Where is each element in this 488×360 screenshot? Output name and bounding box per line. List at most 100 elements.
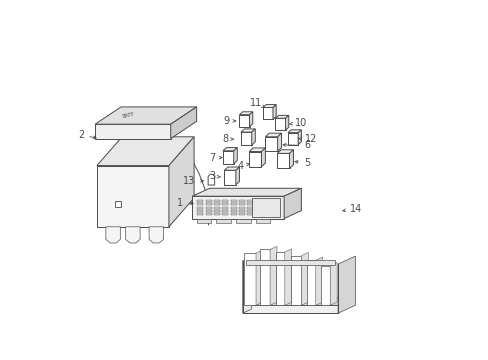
- Bar: [205, 203, 211, 205]
- Text: 6: 6: [283, 140, 309, 150]
- Bar: [256, 219, 270, 223]
- Polygon shape: [272, 105, 276, 120]
- Bar: [291, 256, 301, 305]
- Bar: [272, 213, 278, 215]
- Bar: [197, 200, 203, 202]
- Bar: [205, 200, 211, 202]
- Bar: [214, 210, 220, 212]
- Polygon shape: [97, 137, 194, 166]
- Bar: [216, 219, 230, 223]
- Bar: [272, 207, 278, 209]
- Polygon shape: [298, 130, 301, 145]
- Polygon shape: [277, 133, 281, 151]
- Polygon shape: [192, 188, 301, 196]
- Bar: [272, 200, 278, 202]
- Bar: [115, 201, 121, 207]
- Bar: [197, 203, 203, 205]
- Text: 8: 8: [222, 134, 233, 144]
- Bar: [272, 210, 278, 212]
- Bar: [230, 213, 236, 215]
- Bar: [236, 219, 250, 223]
- Bar: [222, 200, 228, 202]
- Polygon shape: [263, 105, 276, 108]
- Bar: [242, 305, 337, 313]
- Polygon shape: [289, 150, 293, 168]
- Bar: [196, 219, 211, 223]
- Bar: [197, 210, 203, 212]
- Text: 11: 11: [249, 98, 264, 108]
- Bar: [255, 210, 261, 212]
- Text: 4: 4: [237, 161, 249, 171]
- Bar: [239, 207, 244, 209]
- Bar: [197, 213, 203, 215]
- Text: 3: 3: [208, 171, 220, 181]
- Text: 12: 12: [298, 134, 317, 144]
- Polygon shape: [269, 246, 276, 305]
- Text: 7: 7: [208, 153, 222, 163]
- Bar: [306, 260, 315, 305]
- Bar: [239, 213, 244, 215]
- Bar: [197, 207, 203, 209]
- Bar: [239, 200, 244, 202]
- Polygon shape: [265, 133, 281, 137]
- Bar: [287, 133, 298, 145]
- Bar: [230, 203, 236, 205]
- Polygon shape: [284, 249, 291, 305]
- Bar: [275, 118, 285, 130]
- Polygon shape: [337, 256, 355, 313]
- Bar: [255, 200, 261, 202]
- Bar: [222, 213, 228, 215]
- Polygon shape: [329, 262, 336, 305]
- Polygon shape: [315, 257, 322, 305]
- Bar: [255, 213, 261, 215]
- Bar: [97, 166, 168, 227]
- Polygon shape: [125, 227, 140, 243]
- Polygon shape: [287, 130, 301, 133]
- Bar: [214, 213, 220, 215]
- Text: BATT: BATT: [122, 112, 134, 119]
- Bar: [192, 196, 284, 219]
- Polygon shape: [301, 252, 307, 305]
- Bar: [244, 253, 256, 305]
- Bar: [239, 210, 244, 212]
- Bar: [230, 200, 236, 202]
- Polygon shape: [277, 150, 293, 153]
- Bar: [263, 107, 272, 120]
- Polygon shape: [284, 188, 301, 219]
- Polygon shape: [235, 167, 239, 185]
- Bar: [246, 260, 334, 265]
- Bar: [205, 210, 211, 212]
- Bar: [241, 132, 251, 145]
- Text: 14: 14: [342, 204, 362, 214]
- Bar: [205, 207, 211, 209]
- Bar: [95, 124, 170, 139]
- Bar: [239, 203, 244, 205]
- Bar: [264, 210, 269, 212]
- Polygon shape: [233, 148, 237, 164]
- Bar: [321, 266, 329, 305]
- Polygon shape: [256, 250, 263, 305]
- Bar: [239, 114, 249, 127]
- Polygon shape: [149, 227, 163, 243]
- Bar: [230, 210, 236, 212]
- Bar: [214, 203, 220, 205]
- Bar: [272, 203, 278, 205]
- Polygon shape: [261, 148, 265, 167]
- Bar: [264, 213, 269, 215]
- Text: 10: 10: [289, 118, 306, 128]
- Text: 13: 13: [183, 176, 203, 186]
- Bar: [255, 203, 261, 205]
- Polygon shape: [168, 137, 194, 227]
- Polygon shape: [95, 107, 196, 124]
- Bar: [222, 207, 228, 209]
- Bar: [247, 203, 253, 205]
- Polygon shape: [170, 107, 196, 139]
- Bar: [247, 200, 253, 202]
- Bar: [249, 152, 261, 167]
- Bar: [275, 252, 284, 305]
- Bar: [214, 200, 220, 202]
- Text: 2: 2: [78, 130, 96, 140]
- Polygon shape: [249, 148, 265, 152]
- Polygon shape: [275, 116, 288, 118]
- Bar: [247, 210, 253, 212]
